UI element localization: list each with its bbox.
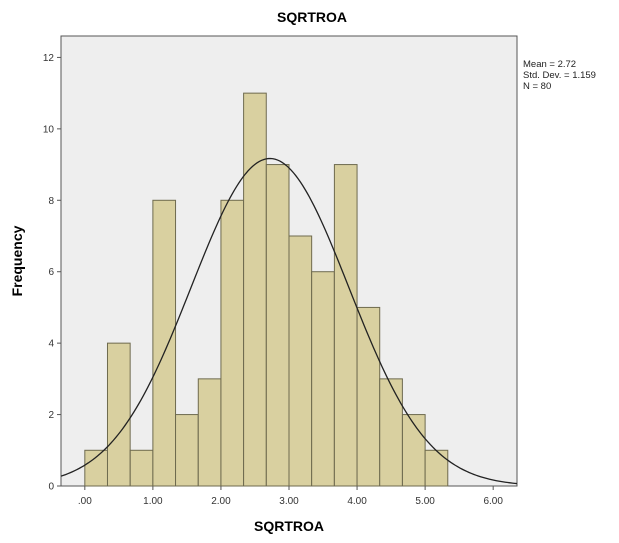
histogram-bar: [243, 92, 267, 487]
stats-n: N = 80: [523, 81, 551, 92]
normal-curve: [60, 157, 518, 485]
x-axis: .00 1.00 2.00 3.00 4.00 5.00 6.00: [78, 486, 503, 507]
y-tick-label: 6: [48, 267, 54, 278]
y-tick-label: 4: [48, 339, 54, 350]
x-tick-label: 2.00: [211, 496, 231, 507]
y-tick-label: 0: [48, 482, 54, 493]
stats-std-dev: Std. Dev. = 1.159: [523, 70, 596, 81]
y-tick-label: 2: [48, 410, 54, 421]
x-tick-label: 1.00: [143, 496, 163, 507]
histogram-bar: [106, 342, 131, 487]
histogram-bar: [129, 449, 154, 487]
histogram-bar: [311, 271, 335, 487]
histogram-bar: [333, 164, 358, 487]
histogram-bar: [265, 164, 290, 487]
x-tick-label: .00: [78, 496, 92, 507]
x-axis-label: SQRTROA: [254, 518, 324, 534]
x-tick-label: 3.00: [279, 496, 299, 507]
y-tick-label: 10: [43, 124, 55, 135]
x-tick-label: 6.00: [483, 496, 503, 507]
histogram-bar: [197, 378, 222, 487]
histogram-bars: [84, 92, 449, 487]
chart-title: SQRTROA: [277, 9, 347, 25]
y-axis-label: Frequency: [9, 225, 25, 296]
stats-box: Mean = 2.72 Std. Dev. = 1.159 N = 80: [523, 59, 596, 92]
histogram-bar: [220, 199, 245, 487]
histogram-bar: [424, 449, 449, 487]
histogram-bar: [84, 449, 108, 487]
histogram-bar: [152, 199, 177, 487]
histogram-bar: [288, 235, 313, 487]
stats-mean: Mean = 2.72: [523, 59, 576, 70]
x-tick-label: 5.00: [415, 496, 435, 507]
x-tick-label: 4.00: [347, 496, 367, 507]
histogram-bar: [175, 414, 199, 487]
y-tick-label: 12: [43, 53, 55, 64]
histogram-bar: [401, 414, 426, 487]
y-axis: 0 2 4 6 8 10 12: [43, 53, 61, 493]
y-tick-label: 8: [48, 196, 54, 207]
histogram-bar: [379, 378, 403, 487]
